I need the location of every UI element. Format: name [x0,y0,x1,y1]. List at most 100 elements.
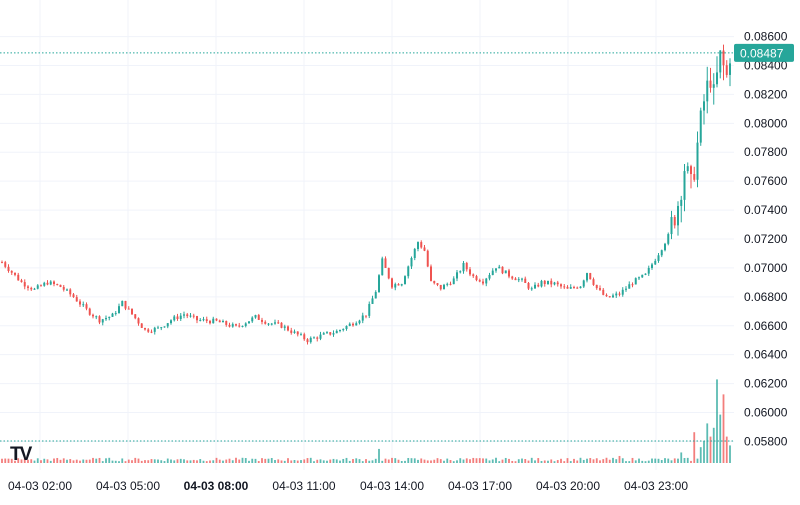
candle-body [560,284,562,287]
candle-body [683,171,686,200]
volume-bar [514,461,517,463]
volume-bar [673,458,676,463]
volume-bar [478,458,481,463]
candle-body [36,285,39,289]
candle-body [56,284,59,286]
volume-bar [173,460,176,463]
candle-body [248,321,250,324]
volume-bar [179,458,182,463]
volume-bar [72,460,75,463]
volume-bar [413,458,416,463]
volume-bar [166,458,169,463]
volume-bar [430,460,432,463]
candle-body [498,266,501,269]
volume-bar [92,457,94,463]
candle-body [222,321,224,323]
time-tick-label: 04-03 14:00 [360,479,424,493]
volume-bar [277,459,280,463]
volume-bar [374,458,377,463]
volume-bar [384,458,387,463]
candle-body [176,316,179,320]
volume-bar [118,461,120,463]
volume-bar [498,461,501,463]
tradingview-logo[interactable]: TV [10,444,35,465]
volume-bar [192,459,195,463]
candle-body [660,250,663,256]
candle-body [511,276,514,279]
candle-body [166,323,169,327]
volume-bar [59,459,62,463]
time-tick-label: 04-03 02:00 [8,479,72,493]
candle-body [170,320,172,324]
volume-bar [111,460,114,463]
price-tick-label: 0.07200 [744,232,788,246]
volume-bar [108,457,111,463]
volume-bar [124,461,127,463]
candlestick-series [1,44,731,345]
volume-bar [407,457,410,463]
candle-body [10,271,13,273]
candle-body [186,314,189,317]
volume-bar [218,459,221,463]
last-price-label: 0.08487 [740,46,784,60]
candle-body [391,278,393,288]
candle-body [118,306,120,314]
volume-bar [215,457,218,463]
candle-body [355,323,358,326]
volume-bar [257,461,260,463]
volume-bar [615,459,618,463]
candle-body [150,331,153,333]
volume-bar [504,457,507,463]
volume-bar [306,458,309,463]
candle-body [521,278,523,280]
candle-body [657,255,660,261]
volume-bar [621,458,624,463]
candle-body [345,325,348,330]
volume-bar [488,460,491,463]
price-tick-label: 0.07400 [744,203,788,217]
candle-body [33,288,36,290]
volume-bar [586,458,588,463]
price-axis[interactable]: 0.08600 0.08400 0.08200 0.08000 0.07800 0.076… [734,30,794,449]
last-price-badge [734,43,794,62]
candle-body [680,199,683,206]
price-tick-label: 0.06600 [744,319,788,333]
candle-body [495,268,497,271]
candle-body [199,319,202,321]
volume-bar [605,457,608,463]
volume-bar [459,458,462,463]
time-axis[interactable]: 04-03 02:00 04-03 05:00 04-03 08:00 04-03 1… [8,479,688,493]
candle-body [27,286,29,288]
candle-body [371,298,374,304]
candle-body [183,314,185,316]
candle-body [517,279,520,281]
candle-body [147,329,150,332]
candle-body [92,314,94,317]
candle-body [196,316,198,321]
candle-body [300,334,302,336]
candle-body [238,325,241,327]
volume-bar [251,458,254,463]
volume-bar [205,461,208,463]
candle-body [595,284,598,289]
volume-bar [589,458,592,463]
volume-bar [248,460,250,463]
candle-body [1,262,3,264]
candle-body [647,267,650,274]
price-tick-label: 0.06000 [744,406,788,420]
candle-body [433,280,436,284]
candle-body [95,316,98,318]
volume-bar [4,458,7,463]
volume-bar [287,458,289,463]
volume-bar [582,459,585,463]
candle-body [654,260,657,265]
time-tick-label: 04-03 11:00 [272,479,335,493]
price-tick-label: 0.08600 [744,30,788,44]
candle-body [329,332,332,335]
volume-bar [677,458,679,463]
volume-bar [638,458,640,463]
volume-bar [300,460,302,463]
candle-body [231,324,234,327]
